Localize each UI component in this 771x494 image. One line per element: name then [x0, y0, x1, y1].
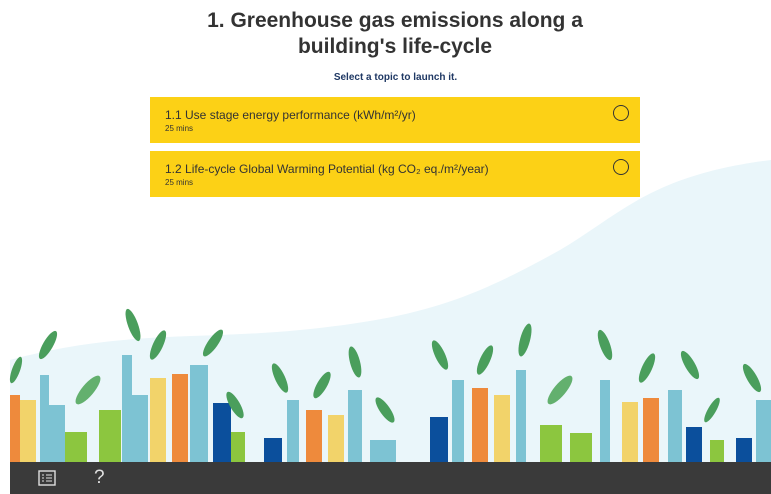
topic-card[interactable]: 1.2 Life-cycle Global Warming Potential …: [150, 151, 640, 197]
buildings: [10, 355, 771, 462]
topic-radio[interactable]: [613, 159, 629, 175]
menu-button[interactable]: [38, 470, 56, 486]
help-button[interactable]: ?: [94, 467, 105, 488]
topic-duration: 25 mins: [165, 178, 194, 187]
topic-radio[interactable]: [613, 105, 629, 121]
footer-bar: ?: [10, 462, 771, 494]
topic-duration: 25 mins: [165, 124, 194, 133]
topic-title: 1.2 Life-cycle Global Warming Potential …: [165, 162, 489, 176]
page-subtitle: Select a topic to launch it.: [333, 72, 458, 83]
leaves: [9, 308, 762, 423]
topic-title: 1.1 Use stage energy performance (kWh/m²…: [165, 108, 416, 122]
page-title: 1. Greenhouse gas emissions along a buil…: [207, 9, 583, 58]
topic-card[interactable]: 1.1 Use stage energy performance (kWh/m²…: [150, 97, 640, 143]
